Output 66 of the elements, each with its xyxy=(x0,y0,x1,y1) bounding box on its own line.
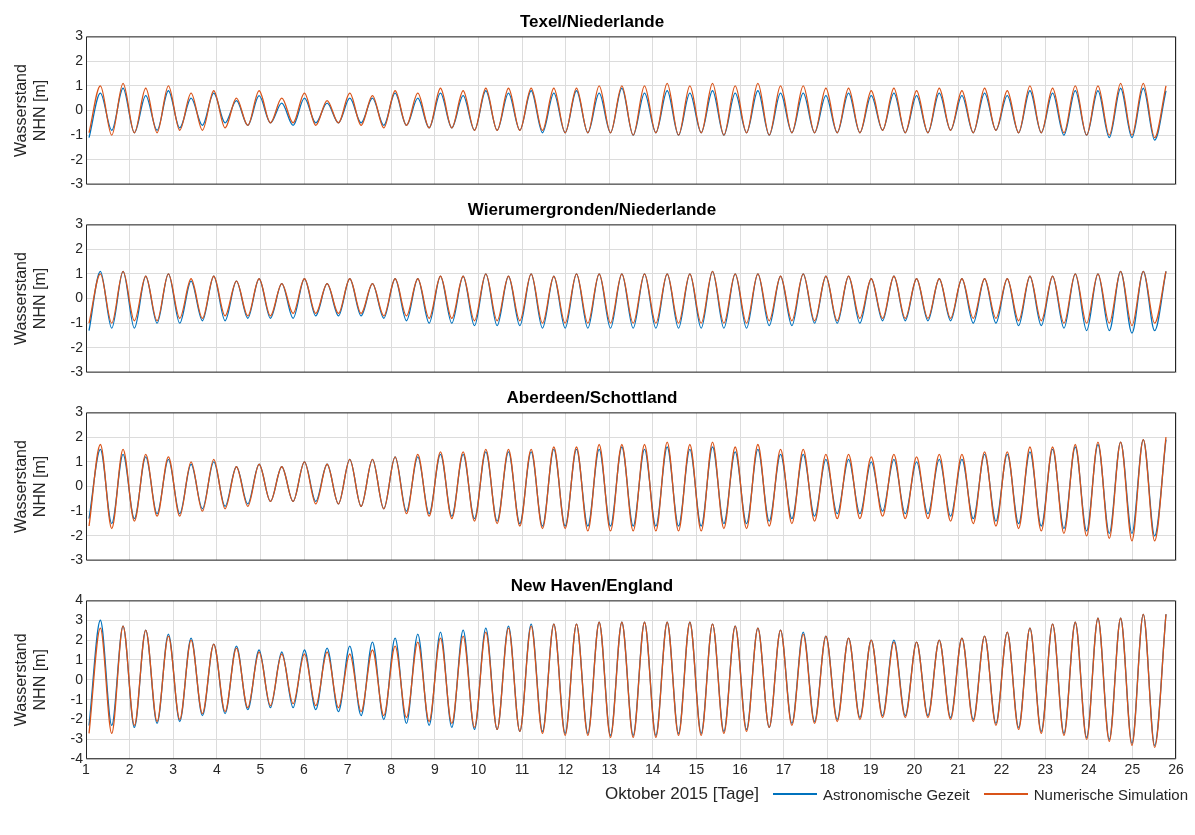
y-tick-label: 1 xyxy=(75,650,84,667)
x-tick-label: 10 xyxy=(470,761,487,778)
y-tick-label: 1 xyxy=(75,76,84,93)
legend-label: Numerische Simulation xyxy=(1033,785,1188,803)
x-tick-label: 9 xyxy=(430,761,439,778)
y-tick-label: -2 xyxy=(70,526,84,543)
legend-label: Astronomische Gezeit xyxy=(823,785,970,803)
y-tick-label: 4 xyxy=(75,591,84,608)
x-tick-label: 23 xyxy=(1037,761,1054,778)
y-tick-label: 3 xyxy=(75,611,84,628)
chart-title: New Haven/England xyxy=(510,575,674,595)
y-tick-label: -3 xyxy=(70,175,84,192)
y-tick-label: -3 xyxy=(70,730,84,747)
y-tick-label: 0 xyxy=(75,477,84,494)
x-tick-label: 3 xyxy=(169,761,178,778)
y-tick-label: -3 xyxy=(70,363,84,380)
y-tick-label: -1 xyxy=(70,690,84,707)
x-tick-label: 18 xyxy=(819,761,836,778)
y-tick-label: 2 xyxy=(75,239,84,256)
y-axis-title: Wasserstand NHN [m] xyxy=(12,252,49,345)
y-tick-label: 0 xyxy=(75,101,84,118)
x-tick-label: 14 xyxy=(645,761,661,778)
y-tick-label: 1 xyxy=(75,264,84,281)
y-axis-title: Wasserstand NHN [m] xyxy=(12,440,49,533)
x-tick-label: 11 xyxy=(514,761,530,778)
y-tick-label: -2 xyxy=(70,338,84,355)
x-tick-label: 5 xyxy=(256,761,265,778)
y-tick-label: 1 xyxy=(75,452,84,469)
x-tick-label: 19 xyxy=(863,761,879,778)
x-tick-label: 17 xyxy=(775,761,792,778)
x-tick-label: 26 xyxy=(1168,761,1184,778)
x-tick-label: 2 xyxy=(125,761,134,778)
y-axis-title: Wasserstand NHN [m] xyxy=(12,64,49,157)
y-tick-label: 0 xyxy=(75,670,84,687)
chart-title: Texel/Niederlande xyxy=(519,11,665,31)
y-tick-label: 0 xyxy=(75,289,84,306)
y-tick-label: 2 xyxy=(75,427,84,444)
chart-title: Aberdeen/Schottland xyxy=(506,387,678,407)
y-tick-label: -1 xyxy=(70,126,84,143)
x-tick-label: 13 xyxy=(601,761,618,778)
y-tick-label: -1 xyxy=(70,314,84,331)
y-tick-label: 2 xyxy=(75,51,84,68)
x-tick-label: 21 xyxy=(950,761,966,778)
y-tick-label: -2 xyxy=(70,150,84,167)
x-tick-label: 24 xyxy=(1081,761,1097,778)
y-tick-label: 3 xyxy=(75,403,84,420)
y-axis-title: Wasserstand NHN [m] xyxy=(12,633,49,727)
x-tick-label: 16 xyxy=(732,761,748,778)
x-tick-label: 12 xyxy=(557,761,574,778)
chart-title: Wierumergronden/Niederlande xyxy=(467,199,717,219)
x-tick-label: 25 xyxy=(1124,761,1141,778)
x-tick-label: 20 xyxy=(906,761,923,778)
x-axis-title: Oktober 2015 [Tage] xyxy=(604,784,760,804)
y-tick-label: -3 xyxy=(70,551,84,568)
x-tick-label: 22 xyxy=(993,761,1010,778)
y-tick-label: 3 xyxy=(75,27,84,44)
y-tick-label: 2 xyxy=(75,630,84,647)
x-tick-label: 7 xyxy=(343,761,352,778)
y-tick-label: -4 xyxy=(70,750,84,767)
x-tick-label: 8 xyxy=(387,761,396,778)
y-tick-label: 3 xyxy=(75,215,84,232)
y-tick-label: -2 xyxy=(70,710,84,727)
x-tick-label: 4 xyxy=(212,761,221,778)
x-tick-label: 15 xyxy=(688,761,705,778)
y-tick-label: -1 xyxy=(70,502,84,519)
x-tick-label: 6 xyxy=(300,761,309,778)
